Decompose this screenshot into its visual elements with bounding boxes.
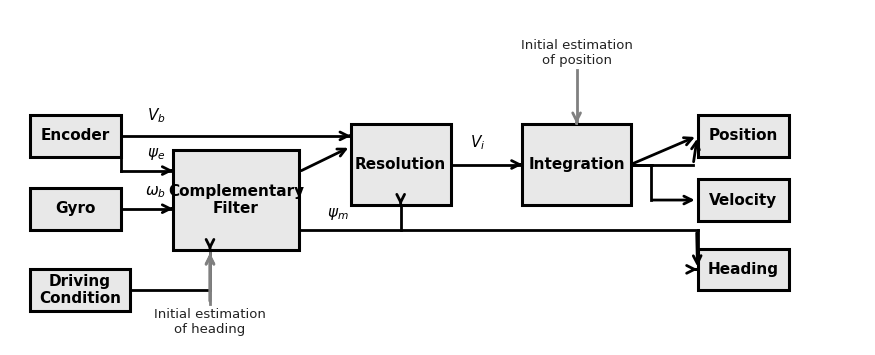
FancyBboxPatch shape bbox=[697, 115, 788, 157]
Text: $\omega_b$: $\omega_b$ bbox=[145, 184, 166, 200]
Text: $V_b$: $V_b$ bbox=[146, 107, 165, 126]
FancyBboxPatch shape bbox=[351, 124, 451, 205]
FancyBboxPatch shape bbox=[522, 124, 631, 205]
Text: Complementary
Filter: Complementary Filter bbox=[168, 184, 304, 216]
Text: Heading: Heading bbox=[708, 262, 779, 277]
Text: Encoder: Encoder bbox=[41, 129, 110, 143]
Text: Initial estimation
of position: Initial estimation of position bbox=[521, 39, 633, 67]
Text: Initial estimation
of heading: Initial estimation of heading bbox=[154, 307, 266, 335]
Text: Velocity: Velocity bbox=[709, 192, 777, 208]
FancyBboxPatch shape bbox=[697, 179, 788, 221]
FancyBboxPatch shape bbox=[30, 115, 121, 157]
Text: $V_i$: $V_i$ bbox=[470, 134, 486, 152]
Text: $\psi_m$: $\psi_m$ bbox=[327, 206, 348, 222]
Text: Integration: Integration bbox=[528, 157, 625, 172]
Text: Driving
Condition: Driving Condition bbox=[39, 274, 121, 306]
Text: Resolution: Resolution bbox=[355, 157, 446, 172]
FancyBboxPatch shape bbox=[30, 269, 130, 311]
FancyBboxPatch shape bbox=[697, 248, 788, 290]
Text: Position: Position bbox=[709, 129, 778, 143]
Text: $\psi_e$: $\psi_e$ bbox=[147, 146, 164, 162]
FancyBboxPatch shape bbox=[173, 150, 299, 250]
Text: Gyro: Gyro bbox=[55, 201, 96, 216]
FancyBboxPatch shape bbox=[30, 188, 121, 229]
